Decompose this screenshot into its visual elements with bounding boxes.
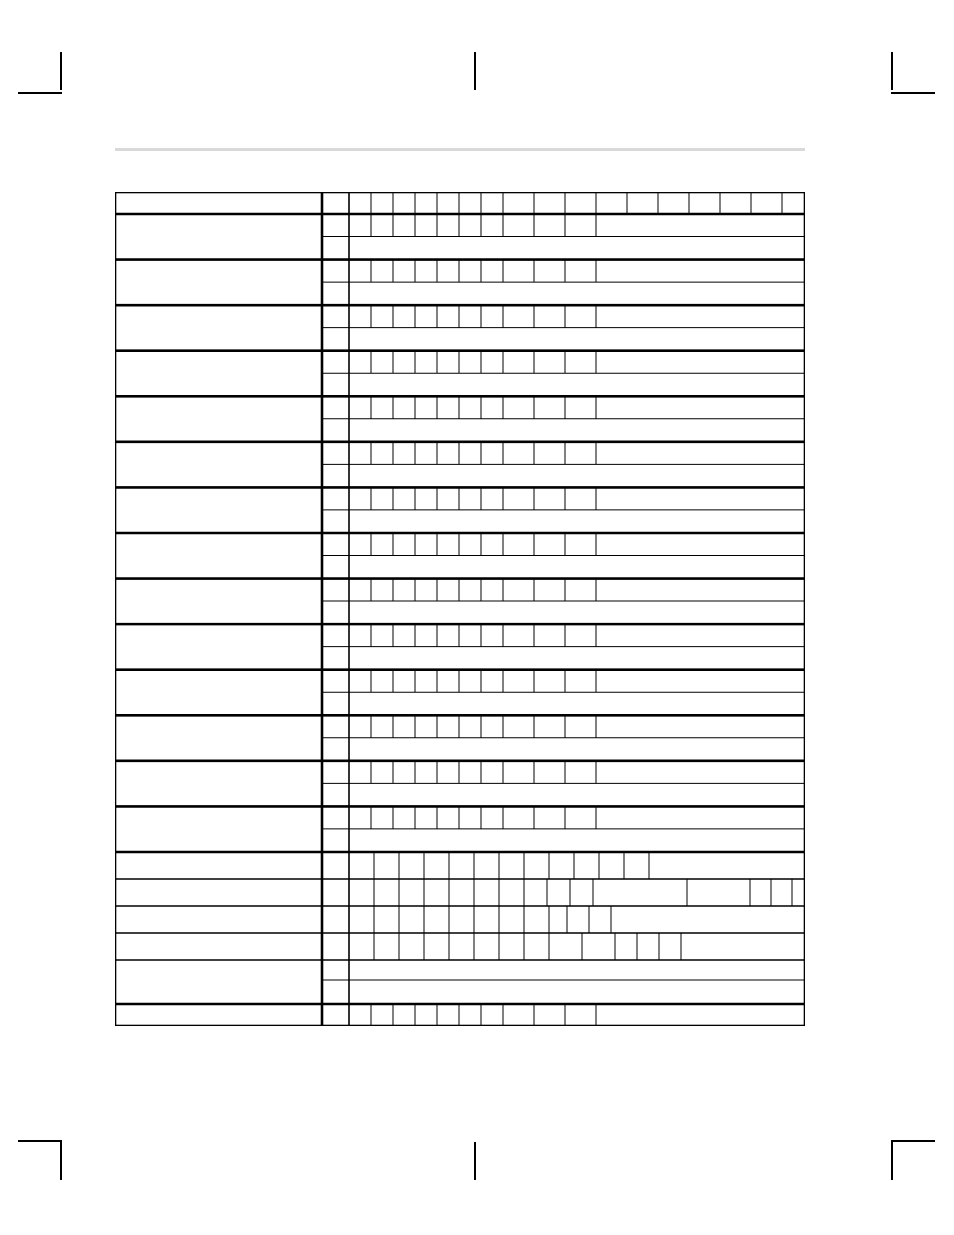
crop-mark — [891, 1140, 935, 1142]
crop-mark — [891, 92, 935, 94]
page-header-rule — [115, 148, 805, 151]
form-table — [115, 192, 805, 1026]
crop-mark — [18, 92, 62, 94]
crop-mark — [18, 1140, 62, 1142]
crop-mark — [891, 1142, 893, 1180]
crop-mark — [474, 52, 476, 90]
crop-mark — [60, 1142, 62, 1180]
crop-mark — [474, 1142, 476, 1180]
crop-mark — [891, 52, 893, 90]
crop-mark — [60, 52, 62, 90]
